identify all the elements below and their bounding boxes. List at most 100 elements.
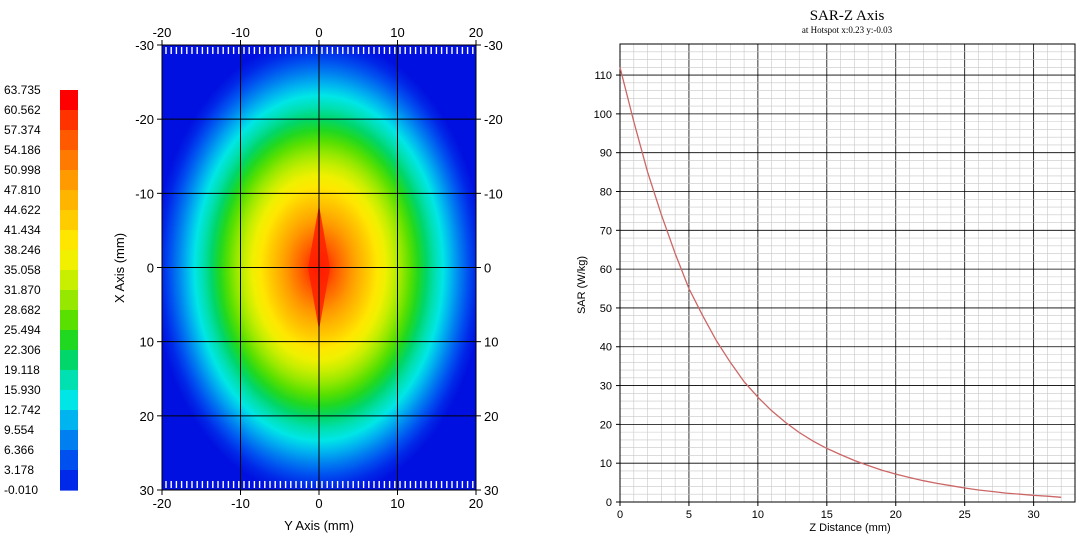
heatmap-y-tick-right: 0 — [484, 261, 491, 276]
colorbar-segment — [60, 270, 78, 291]
heatmap-y-tick-right: 10 — [484, 335, 498, 350]
colorbar-segment — [60, 130, 78, 151]
colorbar-segment — [60, 370, 78, 391]
line-chart-x-tick-label: 0 — [617, 509, 623, 521]
heatmap-panel: 63.735 60.562 57.374 54.186 50.998 47.810 44.6… — [4, 25, 503, 533]
colorbar-label: 31.870 — [4, 283, 41, 297]
line-chart-y-tick-label: 80 — [600, 186, 612, 198]
colorbar-label: 22.306 — [4, 343, 41, 357]
colorbar-segment — [60, 350, 78, 371]
colorbar-segment — [60, 210, 78, 231]
colorbar-labels: 63.735 60.562 57.374 54.186 50.998 47.810 44.6… — [4, 83, 41, 497]
line-chart-y-tick-label: 10 — [600, 458, 612, 470]
line-chart-y-tick-label: 50 — [600, 303, 612, 315]
heatmap-y-tick-left: -10 — [135, 186, 154, 201]
colorbar-label: 6.366 — [4, 443, 34, 457]
colorbar-segment — [60, 170, 78, 191]
line-chart-panel: SAR-Z Axis at Hotspot x:0.23 y:-0.03 0 5 1… — [576, 8, 1076, 534]
colorbar — [60, 90, 78, 491]
colorbar-segment — [60, 330, 78, 351]
heatmap-y-tick-left: -20 — [135, 112, 154, 127]
heatmap-frame — [161, 44, 477, 491]
heatmap-x-tick-bottom: -20 — [153, 496, 172, 511]
colorbar-label: 47.810 — [4, 183, 41, 197]
colorbar-segment — [60, 190, 78, 211]
colorbar-segment — [60, 430, 78, 451]
line-chart-subtitle: at Hotspot x:0.23 y:-0.03 — [802, 25, 893, 35]
heatmap-y-tick-left: -30 — [135, 38, 154, 53]
colorbar-label: 57.374 — [4, 123, 41, 137]
line-chart-grid — [619, 43, 1076, 503]
colorbar-segment — [60, 470, 78, 491]
colorbar-segment — [60, 450, 78, 471]
colorbar-label: 28.682 — [4, 303, 41, 317]
series-line-sar — [619, 67, 1062, 498]
heatmap-y-tick-right: -10 — [484, 186, 503, 201]
colorbar-label: 25.494 — [4, 323, 41, 337]
heatmap-y-tick-left: 0 — [147, 261, 154, 276]
colorbar-segment — [60, 150, 78, 171]
colorbar-segment — [60, 250, 78, 271]
line-chart-x-axis-label: Z Distance (mm) — [809, 522, 890, 534]
line-chart-y-tick-label: 0 — [606, 497, 612, 509]
colorbar-segment — [60, 110, 78, 131]
line-chart-x-tick-label: 30 — [1028, 509, 1040, 521]
line-chart-x-tick-label: 25 — [959, 509, 971, 521]
heatmap-y-tick-right: -30 — [484, 38, 503, 53]
colorbar-label: -0.010 — [4, 483, 38, 497]
heatmap-x-tick-bottom: 10 — [390, 496, 404, 511]
heatmap-y-tick-left: 20 — [140, 409, 154, 424]
heatmap-y-tick-right: 20 — [484, 409, 498, 424]
line-chart-x-tick-label: 5 — [686, 509, 692, 521]
line-chart-y-tick-label: 40 — [600, 342, 612, 354]
line-chart-y-tick-label: 90 — [600, 148, 612, 160]
colorbar-label: 50.998 — [4, 163, 41, 177]
colorbar-label: 19.118 — [4, 363, 40, 377]
line-chart-x-tick-label: 20 — [890, 509, 902, 521]
colorbar-segment — [60, 230, 78, 251]
line-chart-y-tick-label: 100 — [594, 109, 612, 121]
line-chart-title: SAR-Z Axis — [810, 8, 885, 24]
heatmap-y-tick-right: -20 — [484, 112, 503, 127]
colorbar-label: 12.742 — [4, 403, 41, 417]
colorbar-segment — [60, 410, 78, 431]
heatmap-x-tick-top: 0 — [315, 25, 322, 40]
colorbar-segment — [60, 90, 78, 111]
colorbar-label: 9.554 — [4, 423, 34, 437]
colorbar-segment — [60, 310, 78, 331]
line-chart-x-tick-label: 10 — [752, 509, 764, 521]
colorbar-label: 35.058 — [4, 263, 41, 277]
heatmap-x-tick-top: -20 — [153, 25, 172, 40]
line-chart-y-tick-label: 70 — [600, 225, 612, 237]
line-chart-y-axis-label: SAR (W/kg) — [576, 256, 588, 314]
colorbar-label: 41.434 — [4, 223, 41, 237]
colorbar-segment — [60, 290, 78, 311]
colorbar-label: 15.930 — [4, 383, 41, 397]
colorbar-label: 54.186 — [4, 143, 41, 157]
line-chart-y-tick-label: 30 — [600, 381, 612, 393]
line-chart-x-tick-label: 15 — [821, 509, 833, 521]
line-chart-frame — [619, 43, 1076, 503]
colorbar-segment — [60, 390, 78, 411]
heatmap-x-tick-bottom: 0 — [315, 496, 322, 511]
colorbar-label: 60.562 — [4, 103, 41, 117]
colorbar-label: 63.735 — [4, 83, 41, 97]
heatmap-x-tick-bottom: 20 — [469, 496, 483, 511]
line-chart-y-tick-label: 110 — [594, 70, 612, 82]
line-chart-y-tick-label: 60 — [600, 264, 612, 276]
line-chart-y-tick-label: 20 — [600, 419, 612, 431]
colorbar-label: 3.178 — [4, 463, 34, 477]
colorbar-label: 44.622 — [4, 203, 41, 217]
heatmap-x-tick-top: 20 — [469, 25, 483, 40]
heatmap-y-tick-left: 10 — [140, 335, 154, 350]
heatmap-y-axis-label: X Axis (mm) — [112, 233, 127, 303]
line-chart-ticks: 0 5 10 15 20 25 30 0 10 20 30 40 50 60 70 80 90 100 110 — [594, 70, 1040, 521]
heatmap-x-tick-top: -10 — [231, 25, 250, 40]
heatmap-grid — [162, 45, 476, 490]
colorbar-label: 38.246 — [4, 243, 41, 257]
heatmap-x-axis-label: Y Axis (mm) — [284, 518, 354, 533]
heatmap-x-tick-bottom: -10 — [231, 496, 250, 511]
